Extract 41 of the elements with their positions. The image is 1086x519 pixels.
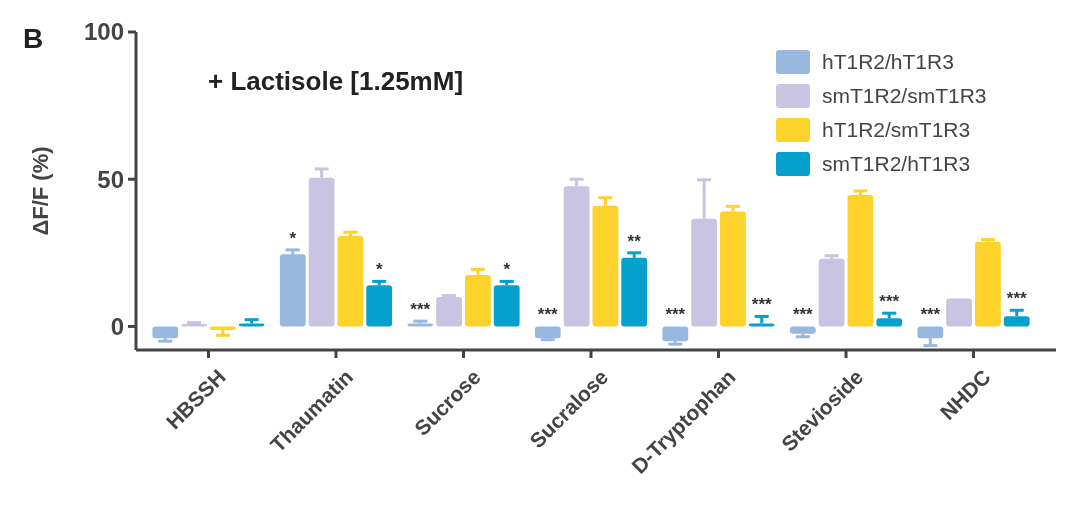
data-label: *** [792, 305, 814, 325]
y-tick-label: 0 [110, 312, 124, 340]
bar [464, 274, 491, 327]
bar [366, 285, 393, 327]
bar [493, 285, 520, 327]
data-label: *** [751, 295, 773, 315]
bar [209, 326, 236, 330]
data-label: ** [627, 231, 642, 251]
data-label: * [503, 260, 511, 280]
bar [720, 211, 746, 327]
data-label: * [289, 228, 297, 248]
data-label: *** [410, 300, 431, 320]
legend-label: smT1R2/smT1R3 [822, 84, 987, 108]
data-label: *** [665, 305, 686, 325]
legend-label: hT1R2/smT1R3 [822, 118, 971, 142]
bar [847, 195, 874, 327]
bar [152, 326, 179, 339]
bar [621, 257, 648, 327]
bar [876, 318, 903, 327]
y-tick-label: 50 [97, 165, 124, 193]
data-label: *** [920, 305, 941, 325]
data-label: *** [537, 305, 559, 325]
legend-label: smT1R2/hT1R3 [822, 152, 971, 176]
bar [662, 326, 689, 342]
bar [946, 298, 973, 327]
data-label: * [375, 260, 383, 280]
bar [337, 236, 364, 327]
bar [818, 258, 845, 327]
text: + Lactisole [1.25mM] [208, 66, 464, 96]
bar [279, 254, 306, 327]
legend-label: hT1R2/hT1R3 [822, 50, 954, 74]
y-axis-title: ΔF/F (%) [28, 146, 53, 236]
bar [789, 326, 816, 334]
bar [1003, 316, 1030, 327]
data-label: *** [879, 292, 900, 312]
bar [436, 297, 462, 327]
y-tick-label: 100 [83, 18, 124, 46]
bar [534, 326, 561, 339]
data-label: *** [1006, 289, 1028, 309]
bar [975, 241, 1001, 327]
text: B [23, 23, 44, 54]
